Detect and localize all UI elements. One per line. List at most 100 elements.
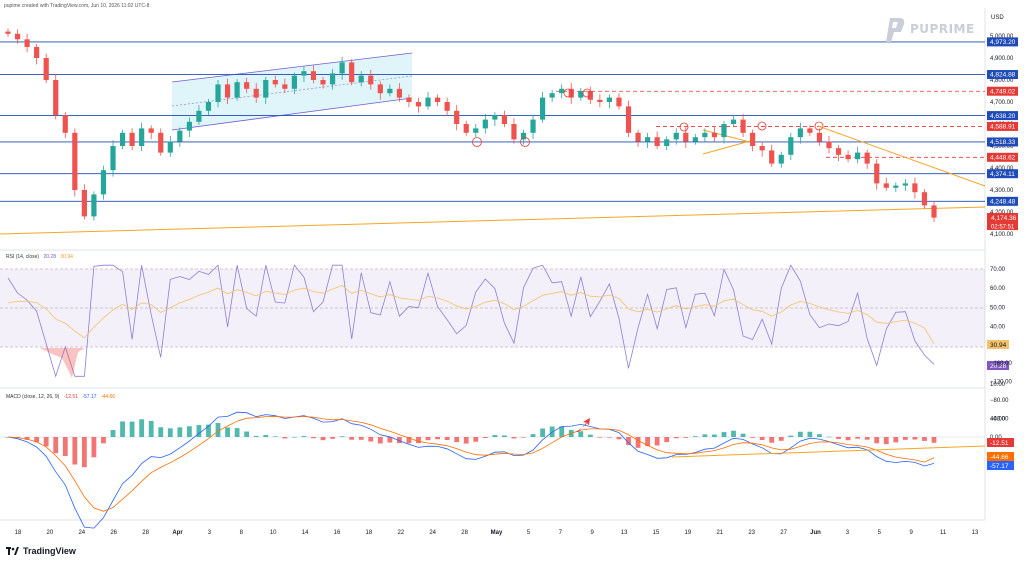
macd-histogram-bar [578, 431, 584, 437]
macd-histogram-bar [511, 437, 517, 439]
macd-histogram-bar [673, 437, 679, 439]
time-axis-label: 9 [910, 530, 914, 536]
rsi-ma-badge: 30.94 [990, 342, 1007, 349]
candle-body [559, 88, 565, 94]
time-axis-label: 15 [653, 530, 660, 536]
macd-histogram-bar [654, 437, 660, 446]
channel-fill [172, 53, 412, 130]
macd-histogram-bar [607, 437, 612, 438]
rsi-legend[interactable]: RSI (14, close) 20.28 30.94 [6, 254, 76, 260]
candle-body [53, 80, 59, 116]
macd-histogram-bar [320, 437, 326, 441]
rsi-tick-label: 70.00 [990, 267, 1006, 273]
candle-body [902, 183, 908, 186]
candle-body [234, 82, 240, 98]
time-axis-label: 26 [110, 530, 117, 536]
macd-tick-labels: 40.000.00−40.00−80.00−120.00−160.00 [990, 361, 1013, 441]
candle-body [62, 115, 68, 133]
macd-histogram-bar [864, 437, 870, 440]
macd-histogram-bar [540, 428, 545, 437]
time-axis-label: 24 [429, 530, 436, 536]
time-axis-label: 22 [397, 530, 404, 536]
candle-body [654, 137, 660, 146]
time-axis-label: Apr [172, 530, 183, 536]
macd-tick-label: −160.00 [990, 361, 1013, 367]
candle-body [740, 119, 746, 133]
candle-body [578, 91, 584, 98]
macd-pane[interactable]: 40.000.00−40.00−80.00−120.00−160.00 -12.… [0, 361, 1014, 529]
candle-body [759, 146, 765, 151]
tradingview-footer[interactable]: TradingView [6, 546, 76, 556]
time-axis-label: 3 [846, 530, 850, 536]
rsi-ma-line [7, 284, 935, 345]
time-axis-label: 27 [780, 530, 787, 536]
rsi-value-badge-bg [987, 361, 1009, 370]
level-badge: 4,638.20 [990, 113, 1016, 120]
swing-low-marker [472, 137, 482, 147]
macd-histogram-bar [788, 435, 794, 437]
time-axis[interactable]: 18 20 24 26 28 Apr 3 8 10 14 16 18 22 24 28 May 5 7 9 13 15 1… [15, 530, 979, 536]
long-trend-line [0, 206, 986, 235]
level-badge: 4,374.11 [990, 171, 1015, 178]
time-axis-label: 18 [366, 530, 373, 536]
level-badges: 4,973.20 4,824.88 4,638.20 4,518.33 4,374.11… [987, 37, 1018, 206]
level-badge: 4,248.48 [990, 199, 1016, 206]
macd-histogram-bar [158, 427, 164, 437]
macd-histogram-bar [587, 434, 593, 437]
macd-histogram-bar [683, 437, 689, 438]
candle-body [5, 31, 11, 34]
candle-body [921, 192, 928, 206]
macd-histogram-bar [148, 420, 154, 437]
macd-histogram-bar [731, 430, 736, 437]
price-tick-label: 4,900.00 [990, 56, 1014, 62]
macd-histogram-bar [664, 437, 670, 443]
macd-legend-title: MACD (close, 12, 26, 9) [6, 394, 60, 400]
descending-trend-line [817, 125, 986, 187]
price-tick-label: 4,400.00 [990, 166, 1014, 172]
macd-histogram-bar [43, 437, 49, 447]
macd-histogram-bar [721, 432, 727, 437]
macd-histogram-bar [492, 435, 498, 437]
candle-body [434, 97, 441, 102]
signal-badge-bg [987, 452, 1014, 461]
price-pane[interactable] [0, 28, 986, 235]
macd-histogram-bar [225, 427, 230, 437]
macd-histogram-bar [778, 437, 784, 441]
price-axis[interactable]: USD 5,000.004,900.004,800.004,700.004,60… [987, 15, 1018, 238]
price-tick-labels: 5,000.004,900.004,800.004,700.004,600.00… [990, 34, 1014, 238]
macd-legend-macd: -57.17 [82, 394, 97, 400]
candle-body [368, 75, 374, 85]
level-badge-bg [987, 152, 1018, 162]
macd-badge: -57.17 [990, 463, 1009, 470]
candle-body [855, 152, 861, 160]
swing-high-marker [679, 122, 689, 132]
time-axis-label: 24 [78, 530, 85, 536]
candle-body [520, 132, 527, 140]
candle-body [463, 124, 469, 133]
candle-body [320, 80, 326, 85]
candle-body [263, 80, 269, 98]
macd-legend[interactable]: MACD (close, 12, 26, 9) -12.51 -57.17 -4… [6, 394, 118, 400]
candle-body [358, 75, 364, 83]
macd-histogram-bar [301, 436, 307, 437]
macd-histogram-bar [702, 434, 708, 437]
candle-body [158, 132, 164, 153]
candle-body [339, 62, 345, 74]
candle-body [454, 110, 460, 124]
last-price-badge-bg [987, 213, 1018, 222]
candle-body [788, 137, 794, 155]
macd-histogram-bar [387, 437, 393, 443]
candle-body [349, 62, 355, 83]
time-axis-label: 18 [15, 530, 22, 536]
time-axis-label: 28 [142, 530, 149, 536]
support-resistance-lines [0, 41, 985, 202]
macd-hist-badge: -12.51 [990, 440, 1009, 447]
macd-histogram-bar [692, 436, 698, 437]
candle-body [282, 84, 288, 89]
candle-body [816, 132, 823, 142]
candle-body [406, 97, 412, 102]
macd-histogram-bar [616, 437, 622, 440]
macd-histogram-bar [559, 426, 565, 437]
